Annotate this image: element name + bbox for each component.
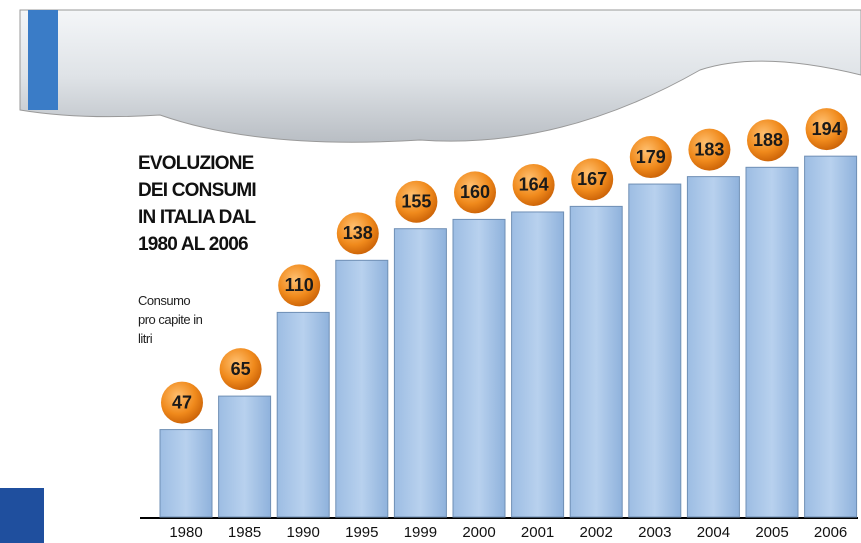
value-label: 164 — [519, 175, 549, 195]
bar — [570, 206, 622, 517]
x-tick-label: 2005 — [755, 524, 788, 541]
value-label: 155 — [401, 191, 431, 211]
value-label: 179 — [636, 147, 666, 167]
x-tick-label: 2002 — [580, 524, 613, 541]
x-tick-label: 1985 — [228, 524, 261, 541]
x-tick-label: 1990 — [287, 524, 320, 541]
corner-decoration — [0, 488, 44, 543]
value-label: 65 — [231, 359, 251, 379]
x-tick-label: 1995 — [345, 524, 378, 541]
value-label: 138 — [343, 223, 373, 243]
bar — [746, 167, 798, 517]
page: 47 1980 65 1985 110 1990 138 1995 155 1999 160 2000… — [0, 0, 861, 543]
bar — [453, 219, 505, 517]
bar — [219, 396, 271, 517]
bar — [160, 430, 212, 517]
bar — [336, 260, 388, 517]
bottle-decoration — [20, 10, 861, 142]
chart-subtitle: Consumo pro capite in litri — [138, 291, 210, 348]
x-tick-label: 2003 — [638, 524, 671, 541]
chart-title: EVOLUZIONE DEI CONSUMI IN ITALIA DAL 198… — [138, 150, 270, 258]
bar — [687, 177, 739, 517]
value-label: 167 — [577, 169, 607, 189]
x-tick-label: 2001 — [521, 524, 554, 541]
x-tick-label: 2004 — [697, 524, 730, 541]
bar — [629, 184, 681, 517]
bar — [512, 212, 564, 517]
x-tick-label: 2000 — [462, 524, 495, 541]
value-label: 47 — [172, 392, 192, 412]
x-tick-label: 2006 — [814, 524, 847, 541]
value-label: 160 — [460, 182, 490, 202]
x-tick-label: 1980 — [169, 524, 202, 541]
value-label: 194 — [812, 119, 842, 139]
bar — [805, 156, 857, 517]
cap-decoration — [28, 10, 58, 110]
chart: 47 1980 65 1985 110 1990 138 1995 155 1999 160 2000… — [0, 0, 861, 543]
bar — [394, 229, 446, 517]
bar — [277, 312, 329, 517]
value-label: 183 — [694, 139, 724, 159]
value-label: 110 — [285, 275, 314, 295]
value-label: 188 — [753, 130, 783, 150]
x-tick-label: 1999 — [404, 524, 437, 541]
